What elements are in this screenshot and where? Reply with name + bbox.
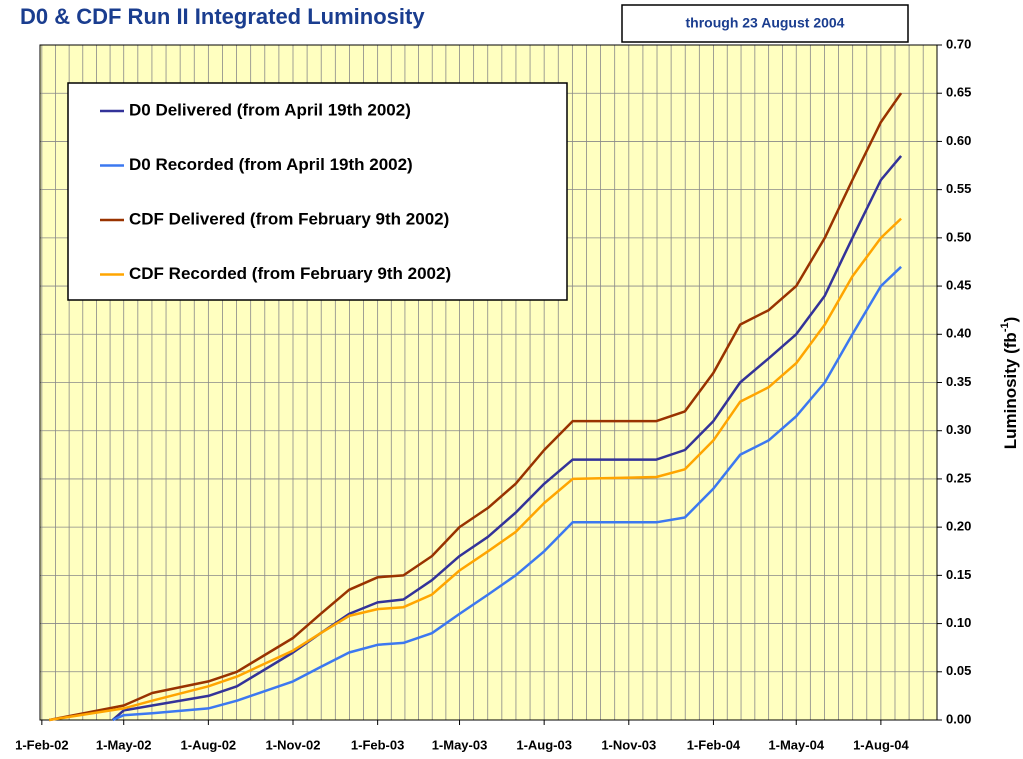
legend-label: D0 Recorded (from April 19th 2002): [129, 155, 413, 174]
y-tick-label: 0.25: [946, 470, 971, 485]
y-tick-label: 0.00: [946, 711, 971, 726]
legend-label: CDF Recorded (from February 9th 2002): [129, 264, 451, 283]
x-tick-label: 1-Nov-03: [601, 737, 656, 752]
x-tick-label: 1-Aug-02: [181, 737, 237, 752]
series-line: [111, 155, 903, 721]
chart-title: D0 & CDF Run II Integrated Luminosity: [20, 4, 425, 29]
y-tick-label: 0.45: [946, 278, 971, 293]
series-line: [112, 265, 902, 722]
y-tick-label: 0.50: [946, 229, 971, 244]
y-label-main: Luminosity (fb: [1001, 332, 1020, 449]
x-tick-label: 1-Nov-02: [266, 737, 321, 752]
y-tick-label: 0.20: [946, 519, 971, 534]
series-line: [49, 217, 902, 722]
legend-box: [67, 82, 568, 301]
series-line: [48, 92, 903, 722]
y-tick-label: 0.10: [946, 615, 971, 630]
y-label-sup: -1: [999, 322, 1011, 332]
x-tick-label: 1-Aug-04: [853, 737, 909, 752]
y-tick-label: 0.70: [946, 36, 971, 51]
x-tick-label: 1-Feb-04: [687, 737, 741, 752]
y-tick-label: 0.30: [946, 422, 971, 437]
plot-area: 0.00 0.05 0.10 0.15 0.20 0.25 0.30 0.35 0.40 0.45…: [15, 36, 971, 752]
x-tick-label: 1-Aug-03: [516, 737, 572, 752]
y-axis-label: Luminosity (fb-1): [999, 317, 1021, 450]
x-tick-label: 1-May-04: [768, 737, 824, 752]
y-tick-label: 0.05: [946, 663, 971, 678]
y-tick-label: 0.60: [946, 133, 971, 148]
annotation-box: [621, 4, 909, 43]
legend-label: D0 Delivered (from April 19th 2002): [129, 100, 411, 119]
y-tick-label: 0.35: [946, 374, 971, 389]
y-tick-label: 0.55: [946, 181, 971, 196]
legend-label: CDF Delivered (from February 9th 2002): [129, 209, 449, 228]
annotation: through 23 August 2004: [686, 15, 845, 31]
plot-border: [39, 44, 938, 721]
x-tick-label: 1-May-03: [432, 737, 488, 752]
y-tick-label: 0.40: [946, 326, 971, 341]
x-tick-label: 1-May-02: [96, 737, 152, 752]
x-tick-label: 1-Feb-03: [351, 737, 404, 752]
x-tick-label: 1-Feb-02: [15, 737, 68, 752]
y-label-end: ): [1001, 317, 1020, 323]
y-tick-label: 0.15: [946, 567, 971, 582]
y-tick-label: 0.65: [946, 85, 971, 100]
